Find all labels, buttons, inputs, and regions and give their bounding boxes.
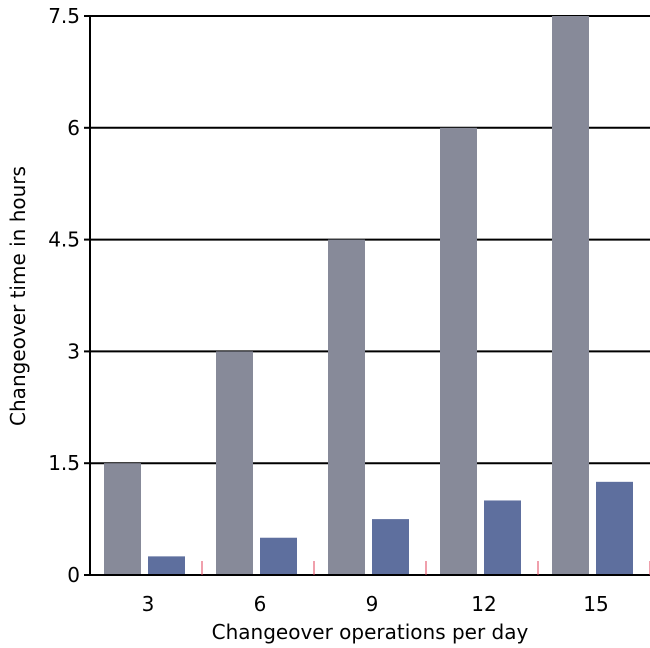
bar-series-1-9 (328, 239, 365, 575)
x-tick-label: 9 (366, 592, 379, 616)
y-tick-label: 4.5 (48, 228, 80, 252)
bar-series-2-9 (372, 519, 409, 575)
bars (104, 16, 633, 576)
y-tick-label: 1.5 (48, 451, 80, 475)
y-axis-title: Changeover time in hours (6, 166, 30, 426)
y-tick-label: 3 (67, 339, 80, 363)
axes (89, 16, 650, 576)
y-tick-label: 0 (67, 563, 80, 587)
minor-ticks (201, 561, 650, 575)
bar-series-2-15 (596, 481, 633, 575)
x-tick-label: 15 (583, 592, 608, 616)
x-tick-label: 12 (471, 592, 496, 616)
y-tick-labels: 0 1.5 3 4.5 6 7.5 (48, 4, 90, 587)
x-tick-labels: 3 6 9 12 15 (142, 592, 609, 616)
bar-series-1-12 (440, 127, 477, 576)
bar-series-1-15 (552, 16, 589, 575)
y-tick-label: 6 (67, 116, 80, 140)
x-tick-label: 3 (142, 592, 155, 616)
bar-series-2-12 (484, 500, 521, 575)
x-axis-title: Changeover operations per day (212, 620, 529, 644)
bar-series-2-6 (260, 537, 297, 575)
bar-series-2-3 (148, 556, 185, 575)
x-tick-label: 6 (254, 592, 267, 616)
bar-series-1-3 (104, 463, 141, 575)
y-tick-label: 7.5 (48, 4, 80, 28)
bar-series-1-6 (216, 351, 253, 575)
